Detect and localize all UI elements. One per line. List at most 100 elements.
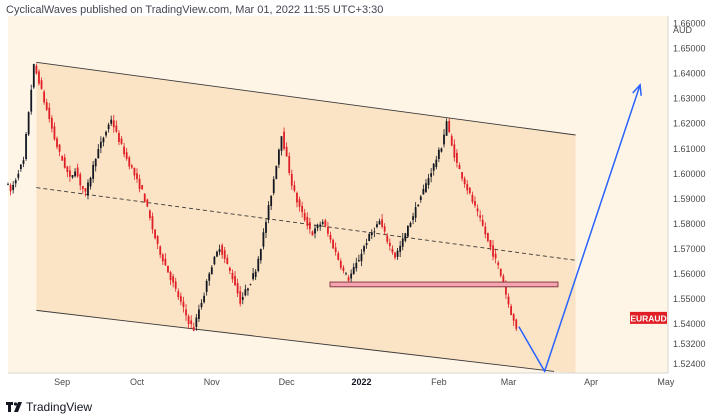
- candle-body: [218, 249, 221, 253]
- projection-arrow-line[interactable]: [518, 84, 641, 374]
- x-tick-label: Feb: [431, 377, 447, 387]
- candle-body: [386, 235, 389, 242]
- candle-body: [112, 120, 115, 128]
- candle-body: [9, 185, 12, 192]
- candle: [187, 314, 190, 329]
- candle: [350, 269, 353, 283]
- candle: [404, 232, 407, 243]
- candle: [97, 144, 100, 159]
- candle: [164, 253, 167, 266]
- candle-body: [45, 102, 48, 110]
- candle: [425, 179, 427, 193]
- candle-body: [25, 134, 27, 160]
- candle-body: [445, 121, 448, 136]
- channel-upper-line[interactable]: [36, 61, 576, 136]
- candle: [141, 184, 144, 190]
- support-zone[interactable]: [329, 281, 559, 288]
- candle-body: [192, 327, 195, 331]
- candles-layer: [7, 63, 518, 332]
- candle: [456, 149, 458, 168]
- y-tick-label: 1.59000: [673, 194, 706, 204]
- candle: [231, 269, 234, 283]
- candle-body: [381, 219, 383, 227]
- candle-body: [347, 277, 350, 281]
- candle: [265, 218, 267, 239]
- candle: [285, 142, 288, 157]
- candle: [278, 148, 280, 169]
- candle: [401, 232, 404, 251]
- candle-body: [259, 248, 262, 261]
- candle: [102, 136, 105, 147]
- candle-body: [414, 207, 417, 218]
- candle: [45, 98, 48, 112]
- candle: [58, 144, 61, 157]
- candle-body: [412, 216, 414, 220]
- candle: [267, 201, 270, 224]
- candle: [288, 152, 291, 176]
- candle-body: [177, 291, 180, 298]
- candle: [223, 246, 226, 264]
- candle-body: [370, 232, 373, 236]
- candle: [107, 122, 110, 133]
- candle: [443, 129, 445, 148]
- candle: [422, 184, 425, 195]
- candle-body: [203, 295, 205, 303]
- candle: [123, 142, 125, 158]
- candle-body: [267, 205, 270, 220]
- candle: [453, 139, 456, 162]
- candle-body: [432, 163, 435, 171]
- candle: [125, 148, 128, 161]
- candle-body: [324, 220, 327, 227]
- candle: [236, 278, 239, 297]
- candle-body: [179, 296, 182, 302]
- candle: [74, 168, 76, 178]
- y-tick-label: 1.58000: [673, 219, 706, 229]
- candle: [25, 131, 27, 161]
- candle: [363, 244, 365, 255]
- candle-body: [234, 276, 236, 286]
- candle-body: [22, 160, 25, 164]
- candle-body: [213, 256, 216, 265]
- candle: [71, 175, 74, 179]
- candle-body: [115, 125, 118, 132]
- candle-body: [56, 138, 58, 148]
- candle-body: [53, 126, 56, 140]
- x-tick-label: Nov: [204, 377, 221, 387]
- candle: [138, 174, 141, 193]
- candle-body: [301, 205, 304, 213]
- candle-body: [130, 165, 133, 168]
- candle: [20, 163, 22, 172]
- candle: [484, 222, 487, 239]
- candle-body: [239, 291, 242, 304]
- candle-body: [339, 260, 342, 268]
- candle: [334, 242, 337, 256]
- candle: [458, 162, 461, 170]
- candle-body: [208, 273, 211, 281]
- candle-body: [334, 247, 337, 253]
- candle: [27, 111, 30, 137]
- candle-body: [118, 132, 120, 143]
- candle-body: [66, 166, 69, 173]
- candle-body: [391, 248, 394, 253]
- channel-lower-line[interactable]: [36, 309, 555, 372]
- candle: [329, 231, 332, 244]
- candle: [198, 304, 200, 323]
- candle-body: [138, 178, 141, 189]
- candle: [435, 155, 438, 170]
- x-axis: Sep Oct Nov Dec 2022 Feb Mar Apr May: [8, 372, 675, 387]
- candle-body: [226, 257, 229, 264]
- candle: [314, 225, 316, 239]
- footer-brand: TradingView: [26, 400, 93, 414]
- candle: [14, 178, 17, 188]
- candle: [208, 271, 211, 286]
- candle-body: [502, 276, 505, 286]
- candle-body: [378, 221, 381, 225]
- candle-body: [32, 64, 35, 88]
- candle: [414, 202, 417, 223]
- x-tick-label: Mar: [501, 377, 517, 387]
- candle: [182, 296, 185, 313]
- candle-body: [474, 201, 476, 206]
- candle: [9, 183, 12, 196]
- candle: [241, 292, 244, 305]
